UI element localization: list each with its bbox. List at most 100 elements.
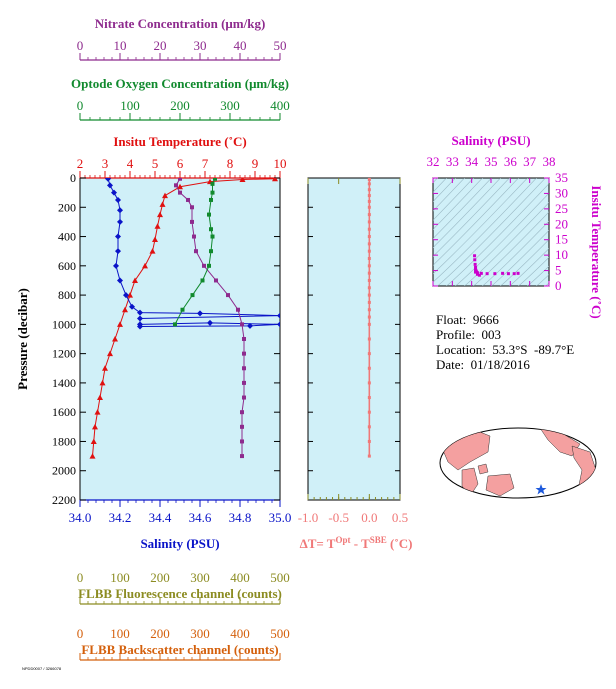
delta-axis-label: ΔT= TOpt - TSBE (˚C) bbox=[300, 535, 413, 551]
density-contour-line bbox=[464, 202, 549, 286]
temperature-tick-label: 2 bbox=[77, 156, 84, 171]
fluorescence-tick-label: 100 bbox=[110, 570, 130, 585]
delta-t-point bbox=[367, 235, 371, 239]
backscatter-tick-label: 200 bbox=[150, 626, 170, 641]
density-contour-line bbox=[433, 178, 537, 283]
delta-t-point bbox=[367, 439, 371, 443]
temperature-point bbox=[142, 262, 148, 269]
nitrate-point bbox=[226, 293, 230, 298]
map-continent bbox=[461, 467, 479, 497]
ts-diagram-panel: Salinity (PSU) 32 33 34 35 36 37 38 051015202530… bbox=[427, 133, 605, 319]
density-contours bbox=[433, 178, 549, 286]
salinity-point bbox=[277, 312, 280, 319]
oxygen-point bbox=[209, 197, 213, 202]
ts-y-tick-label: 0 bbox=[555, 278, 562, 293]
density-contour-line bbox=[437, 178, 546, 286]
temperature-point bbox=[239, 178, 246, 182]
delta-t-point bbox=[367, 188, 371, 192]
nitrate-point bbox=[240, 322, 244, 327]
ts-point bbox=[493, 272, 497, 276]
temperature-tick-label: 8 bbox=[227, 156, 234, 171]
ts-y-tick-label: 35 bbox=[555, 170, 568, 185]
density-contour-line bbox=[446, 183, 549, 286]
salinity-point bbox=[111, 189, 117, 196]
ts-x-tick-label: 32 bbox=[427, 154, 440, 169]
salinity-point bbox=[137, 309, 143, 316]
density-contour-line bbox=[433, 178, 501, 248]
temperature-point bbox=[89, 453, 96, 459]
temperature-point bbox=[97, 394, 103, 401]
density-contour-line bbox=[500, 239, 549, 286]
temperature-tick-label: 3 bbox=[102, 156, 109, 171]
ts-y-tick-label: 5 bbox=[555, 263, 562, 278]
nitrate-tick-label: 20 bbox=[154, 38, 167, 53]
temperature-point bbox=[92, 423, 98, 430]
nitrate-tick-label: 50 bbox=[274, 38, 287, 53]
salinity-point bbox=[123, 292, 129, 299]
temperature-axis-label: Insitu Temperature (˚C) bbox=[113, 134, 246, 149]
temperature-point bbox=[177, 183, 183, 190]
temperature-point bbox=[99, 379, 106, 386]
oxygen-tick-label: 0 bbox=[77, 98, 84, 113]
density-contour-line bbox=[482, 220, 549, 286]
temperature-point bbox=[94, 409, 101, 415]
salinity-point bbox=[117, 207, 123, 214]
salinity-tick-label: 34.0 bbox=[69, 510, 92, 525]
delta-t-point bbox=[367, 194, 371, 198]
oxygen-point bbox=[190, 293, 195, 298]
nitrate-point bbox=[194, 249, 198, 254]
salinity-point bbox=[137, 323, 143, 330]
profile-number-text: Profile: 003 bbox=[436, 327, 501, 342]
salinity-point bbox=[115, 248, 121, 255]
ts-y-axis-label: Insitu Temperature (˚C) bbox=[589, 185, 604, 318]
ts-x-tick-label: 36 bbox=[504, 154, 518, 169]
nitrate-point bbox=[186, 197, 190, 202]
delta-t-point bbox=[367, 300, 371, 304]
nitrate-point bbox=[242, 337, 246, 341]
oxygen-point bbox=[173, 322, 177, 327]
temperature-axis: 2 3 4 5 6 7 8 9 10 Insitu Temperature (˚C) bbox=[77, 134, 287, 179]
oxygen-point bbox=[209, 249, 213, 254]
density-contour-line bbox=[473, 211, 549, 286]
temperature-point bbox=[149, 248, 156, 254]
ts-point bbox=[475, 272, 479, 276]
oxygen-axis-label: Optode Oxygen Concentration (μm/kg) bbox=[71, 76, 289, 91]
ts-point bbox=[485, 272, 489, 276]
temperature-point bbox=[112, 336, 118, 342]
salinity-point bbox=[247, 322, 253, 329]
backscatter-tick-label: 0 bbox=[77, 626, 84, 641]
map-continent bbox=[477, 463, 489, 475]
delta-label-part: (˚C) bbox=[387, 536, 413, 551]
density-contour-line bbox=[433, 178, 528, 275]
delta-t-panel: -1.0 -0.5 0.0 0.5 ΔT= TOpt - TSBE (˚C) bbox=[298, 177, 413, 551]
temperature-point bbox=[159, 201, 166, 207]
density-contour-line bbox=[433, 178, 492, 239]
nitrate-point bbox=[242, 366, 246, 371]
delta-t-point bbox=[367, 213, 371, 217]
nitrate-point bbox=[192, 234, 196, 239]
pressure-tick-label: 1400 bbox=[52, 376, 76, 390]
oxygen-series bbox=[173, 178, 217, 327]
salinity-point bbox=[115, 196, 121, 203]
temperature-tick-label: 4 bbox=[127, 156, 134, 171]
delta-tick-label: 0.0 bbox=[361, 510, 377, 525]
ts-point bbox=[479, 271, 483, 275]
pressure-tick-label: 0 bbox=[70, 171, 76, 185]
ts-y-tick-label: 30 bbox=[555, 185, 568, 200]
nitrate-point bbox=[240, 424, 244, 429]
ts-y-tick-label: 25 bbox=[555, 201, 568, 216]
temperature-point bbox=[157, 211, 163, 218]
oxygen-point bbox=[207, 263, 211, 268]
density-contour-line bbox=[509, 248, 549, 286]
delta-t-point bbox=[367, 177, 371, 181]
temperature-point bbox=[272, 178, 278, 182]
fluorescence-tick-label: 400 bbox=[230, 570, 250, 585]
oxygen-axis: 0 100 200 300 400 Optode Oxygen Concentration… bbox=[71, 76, 290, 121]
temperature-tick-label: 9 bbox=[252, 156, 259, 171]
ts-x-tick-label: 34 bbox=[465, 154, 479, 169]
oxygen-tick-label: 200 bbox=[170, 98, 190, 113]
salinity-tick-label: 34.4 bbox=[149, 510, 172, 525]
salinity-point bbox=[129, 303, 135, 310]
